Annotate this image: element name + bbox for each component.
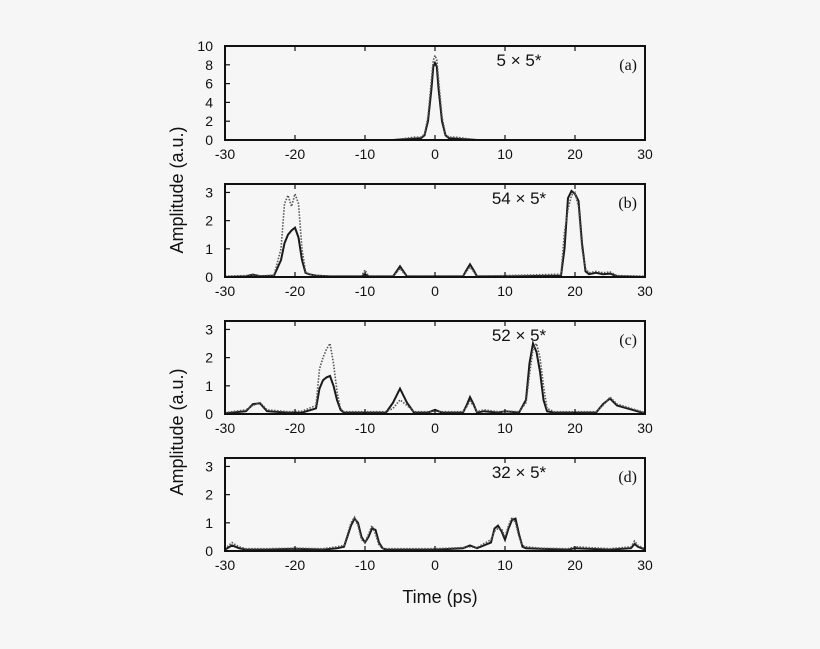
panel-a-ytick-label: 10: [197, 38, 213, 54]
panel-a-title: 5 × 5*: [497, 51, 542, 70]
panel-b-xtick-label: 30: [637, 283, 653, 299]
y-axis-label-bottom: Amplitude (a.u.): [167, 368, 187, 495]
panel-b-ytick-label: 0: [205, 269, 213, 285]
panel-b-title: 54 × 5*: [492, 189, 547, 208]
panel-b-frame: [224, 183, 646, 278]
panel-d-xtick-label: -10: [355, 557, 375, 573]
panel-d-xtick-label: 20: [567, 557, 583, 573]
panel-a-xtick-label: 20: [567, 146, 583, 162]
panel-a-xtick-label: 0: [431, 146, 439, 162]
panel-a-frame: [224, 45, 646, 141]
panel-b-ytick-label: 1: [205, 241, 213, 257]
panel-c-xtick-label: 0: [431, 420, 439, 436]
panel-a-series-2-dotted: [225, 53, 645, 141]
panel-a-ytick-label: 8: [205, 57, 213, 73]
panel-a-xtick-label: -20: [285, 146, 305, 162]
panel-d-xtick-label: 10: [497, 557, 513, 573]
panel-c-frame: [224, 320, 646, 415]
panel-c-xtick-label: 10: [497, 420, 513, 436]
panel-a-xtick-label: 30: [637, 146, 653, 162]
panel-d-ytick-label: 0: [205, 543, 213, 559]
panel-c-xtick-label: 20: [567, 420, 583, 436]
panel-c-ytick-label: 0: [205, 406, 213, 422]
panel-d-ytick-label: 3: [205, 458, 213, 474]
panel-d-ytick-label: 1: [205, 515, 213, 531]
panel-a-ytick-label: 4: [205, 94, 213, 110]
panel-a-series-1-solid: [225, 60, 645, 141]
panel-c-xtick-label: -30: [215, 420, 235, 436]
panel-d-tag: (d): [618, 469, 637, 486]
panel-a-xtick-label: 10: [497, 146, 513, 162]
panel-b-tag: (b): [618, 195, 637, 212]
panel-d-title: 32 × 5*: [492, 463, 547, 482]
panel-a-ytick-label: 6: [205, 76, 213, 92]
panel-b-xtick-label: -30: [215, 283, 235, 299]
panel-a-ytick-label: 0: [205, 132, 213, 148]
panel-b-ytick-label: 3: [205, 184, 213, 200]
panel-b-series-1-dotted: [224, 191, 646, 278]
panel-a-xtick-label: -30: [215, 146, 235, 162]
panel-d-xtick-label: 0: [431, 557, 439, 573]
panel-a-ytick-label: 2: [205, 113, 213, 129]
panel-c: -30 -20 -10 0 10 20 30 0 1 2 3 52 × 5* (c): [205, 320, 653, 436]
panel-d: -30 -20 -10 0 10 20 30 0 1 2 3 32 × 5* (d): [205, 457, 653, 573]
panel-c-xtick-label: -20: [285, 420, 305, 436]
panel-d-ytick-label: 2: [205, 487, 213, 503]
panel-d-xtick-label: -20: [285, 557, 305, 573]
panel-d-series-0-solid: [224, 516, 646, 551]
x-axis-label: Time (ps): [402, 587, 477, 607]
panel-b-xtick-label: 0: [431, 283, 439, 299]
panel-c-tag: (c): [619, 332, 637, 349]
panel-b-xtick-label: 20: [567, 283, 583, 299]
panel-c-series-1-dotted: [224, 341, 646, 414]
y-axis-label-top: Amplitude (a.u.): [167, 126, 187, 253]
panel-c-xtick-label: -10: [355, 420, 375, 436]
panel-a-tag: (a): [619, 57, 637, 74]
panel-c-ytick-label: 1: [205, 378, 213, 394]
panel-b-xtick-label: -10: [355, 283, 375, 299]
panel-a: -30 -20 -10 0 10 20 30 0 2 4 6 8 10 5 × 5* (a): [197, 38, 653, 162]
panel-a-xtick-label: -10: [355, 146, 375, 162]
panel-c-xtick-label: 30: [637, 420, 653, 436]
panel-c-series-0-solid: [224, 339, 646, 415]
panel-b-ytick-label: 2: [205, 213, 213, 229]
panel-b-xtick-label: -20: [285, 283, 305, 299]
panel-b-xtick-label: 10: [497, 283, 513, 299]
panel-c-ytick-label: 3: [205, 321, 213, 337]
panel-d-frame: [224, 457, 646, 552]
panel-c-title: 52 × 5*: [492, 326, 547, 345]
panel-d-xtick-label: 30: [637, 557, 653, 573]
panel-d-series-1-dotted: [224, 515, 646, 550]
panel-b-series-0-solid: [224, 189, 646, 278]
panel-b: -30 -20 -10 0 10 20 30 0 1 2 3 54 × 5* (b): [205, 183, 653, 299]
panel-d-xtick-label: -30: [215, 557, 235, 573]
panel-c-ytick-label: 2: [205, 350, 213, 366]
